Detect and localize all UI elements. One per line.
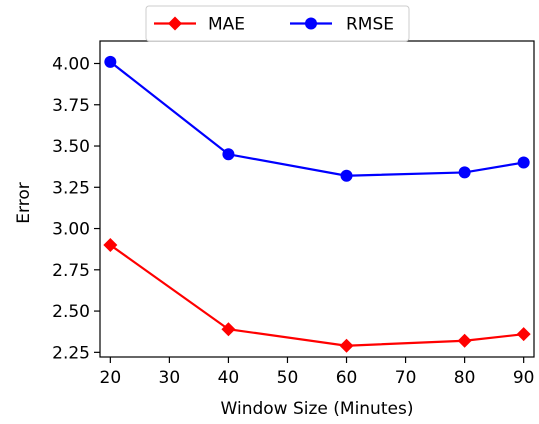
- x-tick-label: 50: [277, 368, 299, 388]
- rmse-line: [109, 60, 524, 177]
- rmse-point: [458, 166, 471, 179]
- rmse-point: [340, 169, 353, 182]
- x-tick-label: 90: [513, 368, 535, 388]
- rmse-point: [517, 156, 530, 169]
- x-tick-label: 40: [218, 368, 240, 388]
- x-tick-label: 70: [395, 368, 417, 388]
- x-tick-label: 20: [100, 368, 122, 388]
- axes-frame: [99, 40, 535, 358]
- y-tick-label: 3.50: [52, 137, 90, 157]
- mae-point: [516, 327, 531, 342]
- y-tick-label: 3.00: [52, 220, 90, 240]
- y-tick-label: 2.25: [52, 343, 90, 363]
- x-tick-label: 60: [336, 368, 358, 388]
- legend: MAE RMSE: [145, 5, 410, 42]
- legend-mae-label: MAE: [208, 15, 245, 35]
- rmse-point: [222, 148, 235, 161]
- rmse-point: [104, 55, 117, 68]
- y-tick-label: 3.75: [52, 96, 90, 116]
- x-tick-label: 80: [454, 368, 476, 388]
- mae-point: [221, 322, 236, 337]
- plot-area: [103, 55, 531, 353]
- y-tick-label: 3.25: [52, 178, 90, 198]
- x-tick-label: 30: [159, 368, 181, 388]
- mae-point: [339, 338, 354, 353]
- legend-rmse-marker: [305, 17, 317, 30]
- x-axis-label: Window Size (Minutes): [221, 399, 414, 419]
- legend-rmse-label: RMSE: [346, 15, 394, 35]
- y-axis-label: Error: [14, 182, 34, 223]
- mae-point: [103, 238, 118, 253]
- mae-point: [457, 333, 472, 348]
- axes: 20 30 40 50 60 70 80 90 2.25 2.50 2.75 3.00 3.25 3.50…: [52, 40, 535, 388]
- legend-mae-marker: [168, 16, 182, 31]
- y-tick-label: 2.50: [52, 302, 90, 322]
- y-tick-label: 4.00: [52, 54, 90, 74]
- mae-line: [109, 244, 524, 347]
- legend-box: [145, 5, 410, 42]
- y-tick-label: 2.75: [52, 261, 90, 281]
